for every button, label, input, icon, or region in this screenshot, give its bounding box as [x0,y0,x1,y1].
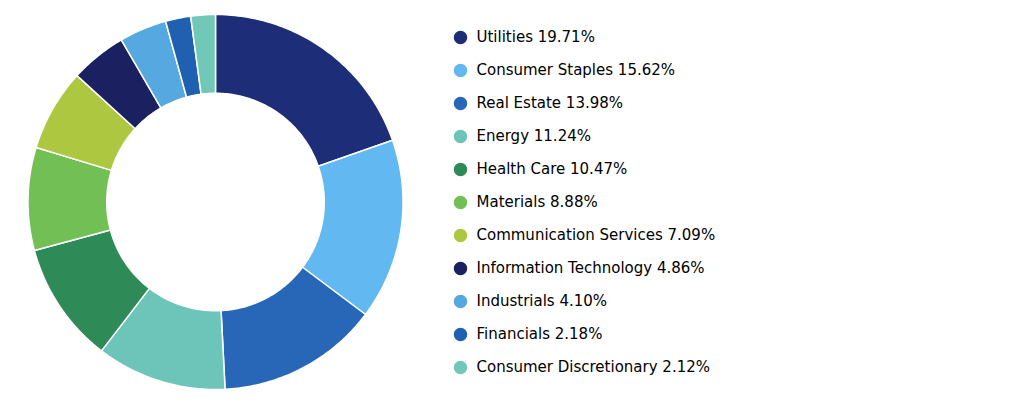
svg-text:Industrials 4.10%: Industrials 4.10% [477,292,608,310]
svg-text:Utilities 19.71%: Utilities 19.71% [477,28,595,46]
svg-text:Health Care 10.47%: Health Care 10.47% [477,160,628,178]
svg-text:Real Estate 13.98%: Real Estate 13.98% [477,94,624,112]
svg-text:Financials 2.18%: Financials 2.18% [477,325,603,343]
svg-text:Information Technology 4.86%: Information Technology 4.86% [477,259,705,277]
svg-text:Consumer Discretionary 2.12%: Consumer Discretionary 2.12% [477,358,711,376]
svg-text:Materials 8.88%: Materials 8.88% [477,193,598,211]
svg-text:Energy 11.24%: Energy 11.24% [477,127,591,145]
svg-text:Communication Services 7.09%: Communication Services 7.09% [477,226,716,244]
svg-text:Consumer Staples 15.62%: Consumer Staples 15.62% [477,61,676,79]
